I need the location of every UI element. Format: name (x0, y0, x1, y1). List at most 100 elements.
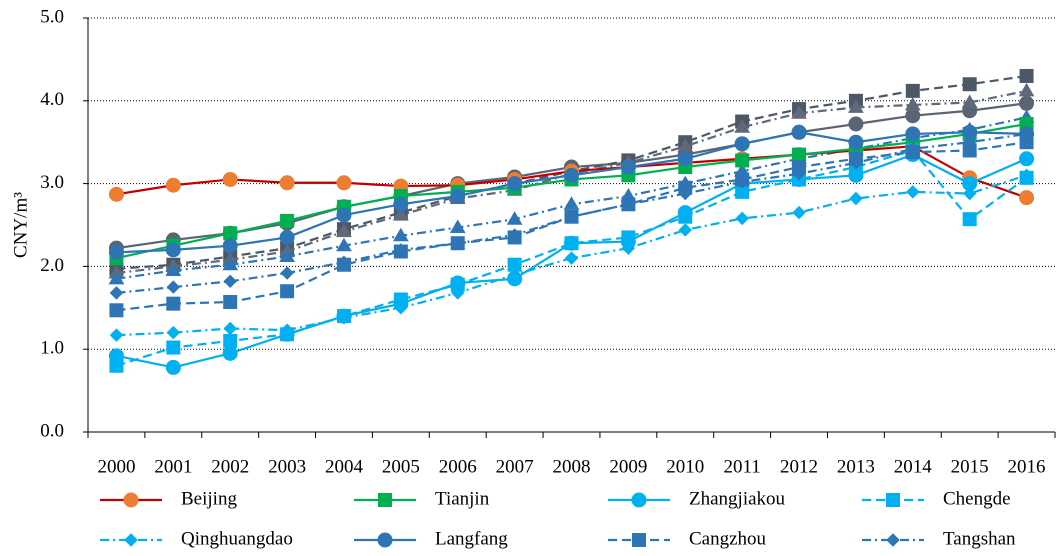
legend-marker (123, 492, 139, 508)
y-tick-label: 3.0 (40, 172, 64, 193)
x-tick-label: 2007 (496, 456, 534, 477)
x-tick-label: 2016 (1008, 456, 1046, 477)
legend-label: Tianjin (435, 488, 490, 509)
data-point (507, 267, 522, 282)
y-tick-label: 1.0 (40, 338, 64, 359)
data-point (165, 359, 181, 375)
data-point (451, 286, 465, 300)
data-point (394, 301, 408, 315)
x-tick-label: 2005 (382, 456, 420, 477)
y-tick-label: 4.0 (40, 89, 64, 110)
data-point (1019, 95, 1035, 111)
data-point (222, 345, 238, 361)
data-point (109, 286, 124, 300)
series-line (116, 131, 1027, 254)
data-point (735, 153, 750, 168)
x-tick-label: 2015 (951, 456, 989, 477)
data-point (1019, 168, 1034, 183)
data-point (222, 238, 238, 254)
legend-label: Tangshan (943, 528, 1016, 549)
data-point (393, 196, 409, 212)
data-point (848, 134, 864, 150)
data-point (792, 205, 806, 220)
data-point (735, 211, 749, 226)
legend-marker (886, 493, 900, 507)
data-point (678, 223, 692, 237)
data-point (109, 328, 124, 342)
data-point (734, 119, 751, 133)
data-point (564, 167, 579, 183)
data-point (222, 171, 238, 187)
data-point (678, 209, 693, 224)
data-point (336, 207, 352, 223)
data-point (791, 124, 807, 140)
data-point (223, 333, 238, 348)
data-point (280, 323, 294, 337)
data-point (962, 135, 977, 149)
x-tick-label: 2006 (439, 456, 477, 477)
x-tick-label: 2013 (837, 456, 875, 477)
legend-marker (377, 532, 393, 548)
data-point (962, 186, 977, 201)
data-point (792, 147, 807, 162)
data-point (1019, 190, 1035, 206)
y-axis-label: CNY/m³ (10, 192, 31, 258)
legend-label: Zhangjiakou (689, 488, 786, 509)
data-point (621, 241, 636, 255)
data-point (563, 196, 580, 210)
data-point (109, 303, 124, 318)
series-line (116, 89, 1027, 275)
data-point (678, 186, 692, 201)
data-point (677, 151, 693, 167)
legend-label: Langfang (435, 528, 508, 549)
data-point (564, 210, 579, 224)
data-point (166, 340, 181, 355)
data-point (507, 176, 523, 192)
y-tick-label: 5.0 (40, 6, 64, 27)
data-point (564, 236, 579, 251)
data-point (792, 166, 806, 181)
data-point (279, 248, 295, 262)
data-point (165, 262, 182, 277)
data-point (336, 175, 352, 191)
data-point (1019, 151, 1035, 167)
data-point (336, 223, 352, 238)
data-point (337, 311, 351, 325)
data-point (962, 77, 977, 92)
data-point (223, 274, 237, 289)
x-tick-label: 2011 (723, 456, 760, 477)
x-tick-label: 2014 (894, 456, 933, 477)
data-point (734, 136, 750, 152)
data-point (394, 243, 408, 257)
x-tick-label: 2003 (268, 456, 306, 477)
data-point (791, 105, 807, 119)
data-point (451, 236, 465, 250)
data-point (392, 207, 409, 221)
data-point (222, 256, 239, 271)
data-point (108, 270, 125, 285)
x-tick-label: 2012 (780, 456, 818, 477)
data-point (279, 229, 295, 245)
data-point (223, 321, 237, 336)
legend-label: Qinghuangdao (181, 528, 293, 549)
data-point (621, 197, 636, 212)
data-point (165, 242, 181, 258)
data-point (108, 186, 124, 202)
x-tick-label: 2008 (553, 456, 591, 477)
data-point (165, 177, 181, 193)
data-point (450, 188, 466, 204)
x-tick-label: 2010 (666, 456, 704, 477)
data-point (1019, 127, 1034, 141)
x-tick-label: 2004 (325, 456, 364, 477)
data-point (849, 156, 863, 170)
data-point (848, 99, 864, 113)
data-point (336, 237, 352, 252)
data-point (223, 295, 238, 310)
data-point (109, 358, 124, 373)
legend-marker (886, 533, 900, 547)
data-point (166, 296, 181, 311)
data-point (849, 191, 863, 206)
legend-marker (378, 493, 392, 507)
legend-marker (124, 533, 138, 547)
